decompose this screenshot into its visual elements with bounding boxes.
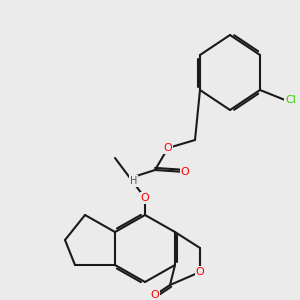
- Text: Cl: Cl: [285, 95, 296, 105]
- Text: O: O: [196, 267, 204, 277]
- Text: O: O: [141, 193, 149, 203]
- Text: O: O: [164, 143, 172, 153]
- Text: O: O: [181, 167, 189, 177]
- Text: H: H: [130, 176, 137, 186]
- Text: O: O: [151, 290, 159, 300]
